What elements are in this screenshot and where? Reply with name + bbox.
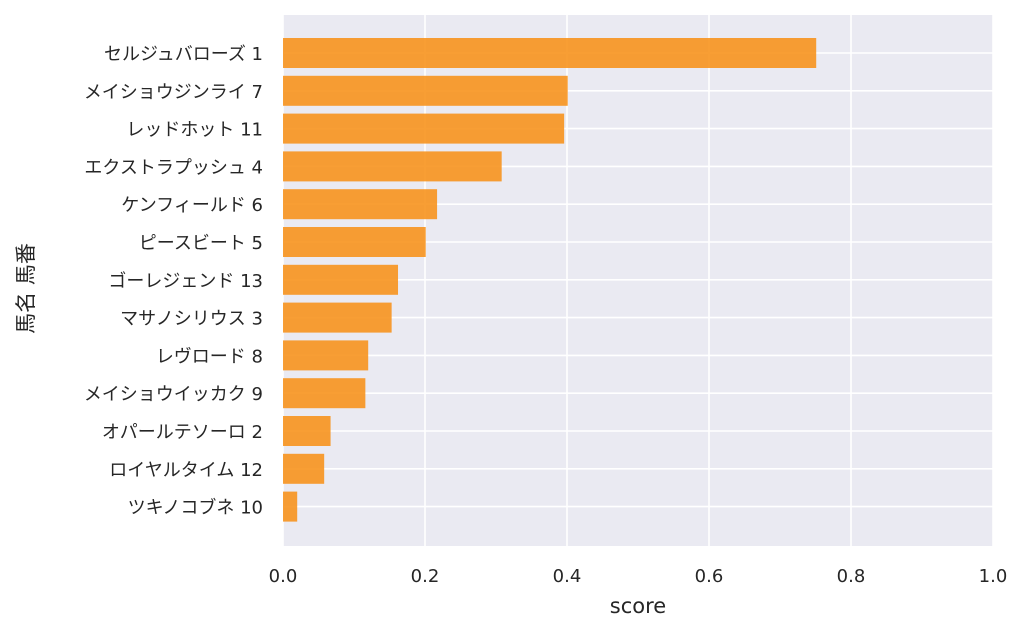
x-tick-label: 0.0 [269,566,298,587]
bars [283,38,817,522]
y-tick-label: メイショウイッカク 9 [84,384,263,405]
y-tick-label: セルジュバローズ 1 [104,44,263,65]
bar [283,151,502,182]
bar [283,416,331,446]
y-tick-label: レヴロード 8 [156,346,263,367]
y-tick-label: レッドホット 11 [126,120,263,141]
y-tick-label: オパールテソーロ 2 [102,422,263,443]
bar [283,491,298,522]
bar [283,75,568,106]
y-tick-label: マサノシリウス 3 [120,309,263,330]
x-tick-label: 0.8 [837,566,866,587]
y-axis-label: 馬名 馬番 [14,243,38,334]
y-tick-label: ツキノコブネ 10 [128,497,263,519]
bar [283,302,392,333]
y-tick-label: ケンフィールド 6 [121,195,263,216]
bar [283,453,325,484]
bar [283,227,426,257]
y-tick-label: ロイヤルタイム 12 [109,460,263,481]
bar [283,38,817,68]
x-axis-label: score [610,594,666,618]
x-tick-label: 1.0 [979,566,1008,587]
bar [283,340,369,371]
bar [283,264,399,295]
y-tick-label: ピースビート 5 [139,233,263,254]
y-tick-label: エクストラプッシュ 4 [84,157,263,178]
y-tick-labels: セルジュバローズ 1 メイショウジンライ 7 レッドホット 11 エクストラプッシュ … [84,44,263,519]
bar [283,189,438,220]
y-tick-label: メイショウジンライ 7 [84,82,263,103]
x-tick-label: 0.4 [553,566,582,587]
x-tick-labels: 0.0 0.2 0.4 0.6 0.8 1.0 [269,566,1008,587]
bar [283,113,565,144]
bar [283,378,366,409]
x-tick-label: 0.2 [411,566,440,587]
y-tick-label: ゴーレジェンド 13 [108,271,263,292]
x-tick-label: 0.6 [695,566,724,587]
